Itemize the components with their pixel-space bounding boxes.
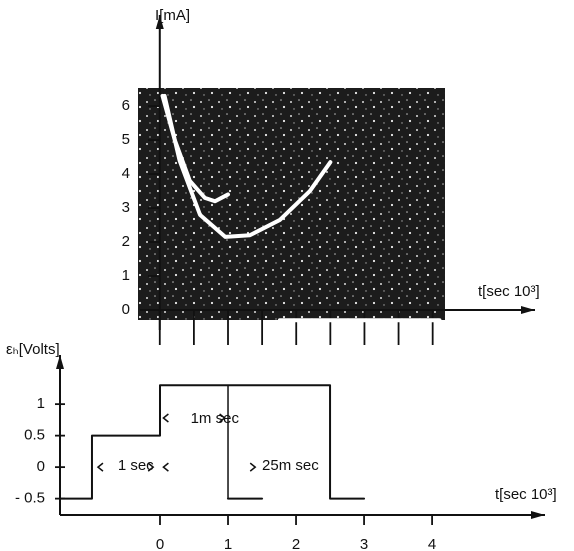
- x-tick-label: 2: [292, 536, 300, 551]
- arrow-mark: [162, 413, 169, 423]
- y-tick-label: 0: [37, 458, 45, 475]
- x-tick-label: 4: [428, 536, 436, 551]
- oscilloscope-screen: [138, 88, 445, 320]
- arrow-mark: [96, 462, 104, 472]
- trace: [162, 93, 333, 239]
- y-tick-label: 5: [122, 131, 130, 148]
- trace: [59, 384, 366, 500]
- y-axis-title: εₕ[Volts]: [6, 341, 60, 358]
- arrow-mark: [219, 413, 226, 423]
- x-axis-title: t[sec 10³]: [495, 486, 557, 503]
- y-tick-label: 1: [122, 267, 130, 284]
- y-axis-title: I[mA]: [155, 7, 190, 24]
- y-tick-label: 2: [122, 233, 130, 250]
- arrow-mark: [147, 462, 155, 472]
- x-arrow: [531, 511, 545, 519]
- y-arrow: [155, 15, 164, 29]
- annotation: 25m sec: [262, 457, 319, 474]
- annotation: 1 sec: [118, 457, 154, 474]
- x-tick-label: 0: [156, 536, 164, 551]
- y-arrow: [56, 355, 64, 369]
- arrow-mark: [249, 462, 257, 472]
- y-tick-label: 0: [122, 301, 130, 318]
- x-tick-label: 1: [224, 536, 232, 551]
- arrow-mark: [162, 462, 169, 472]
- y-tick-label: 0.5: [24, 427, 45, 444]
- annotation: 1m sec: [191, 410, 240, 427]
- y-tick-label: 6: [122, 97, 130, 114]
- plot-layer: t[sec 10³] I[mA] 0 1 2 3 4 5 6 t[sec 10³] εₕ[Volts…: [6, 7, 557, 551]
- x-axis-title: t[sec 10³]: [478, 283, 540, 300]
- y-tick-label: 3: [122, 199, 130, 216]
- y-tick-label: 4: [122, 165, 130, 182]
- y-tick-label: - 0.5: [15, 490, 45, 507]
- x-arrow: [521, 305, 535, 314]
- x-tick-label: 3: [360, 536, 368, 551]
- y-tick-label: 1: [37, 395, 45, 412]
